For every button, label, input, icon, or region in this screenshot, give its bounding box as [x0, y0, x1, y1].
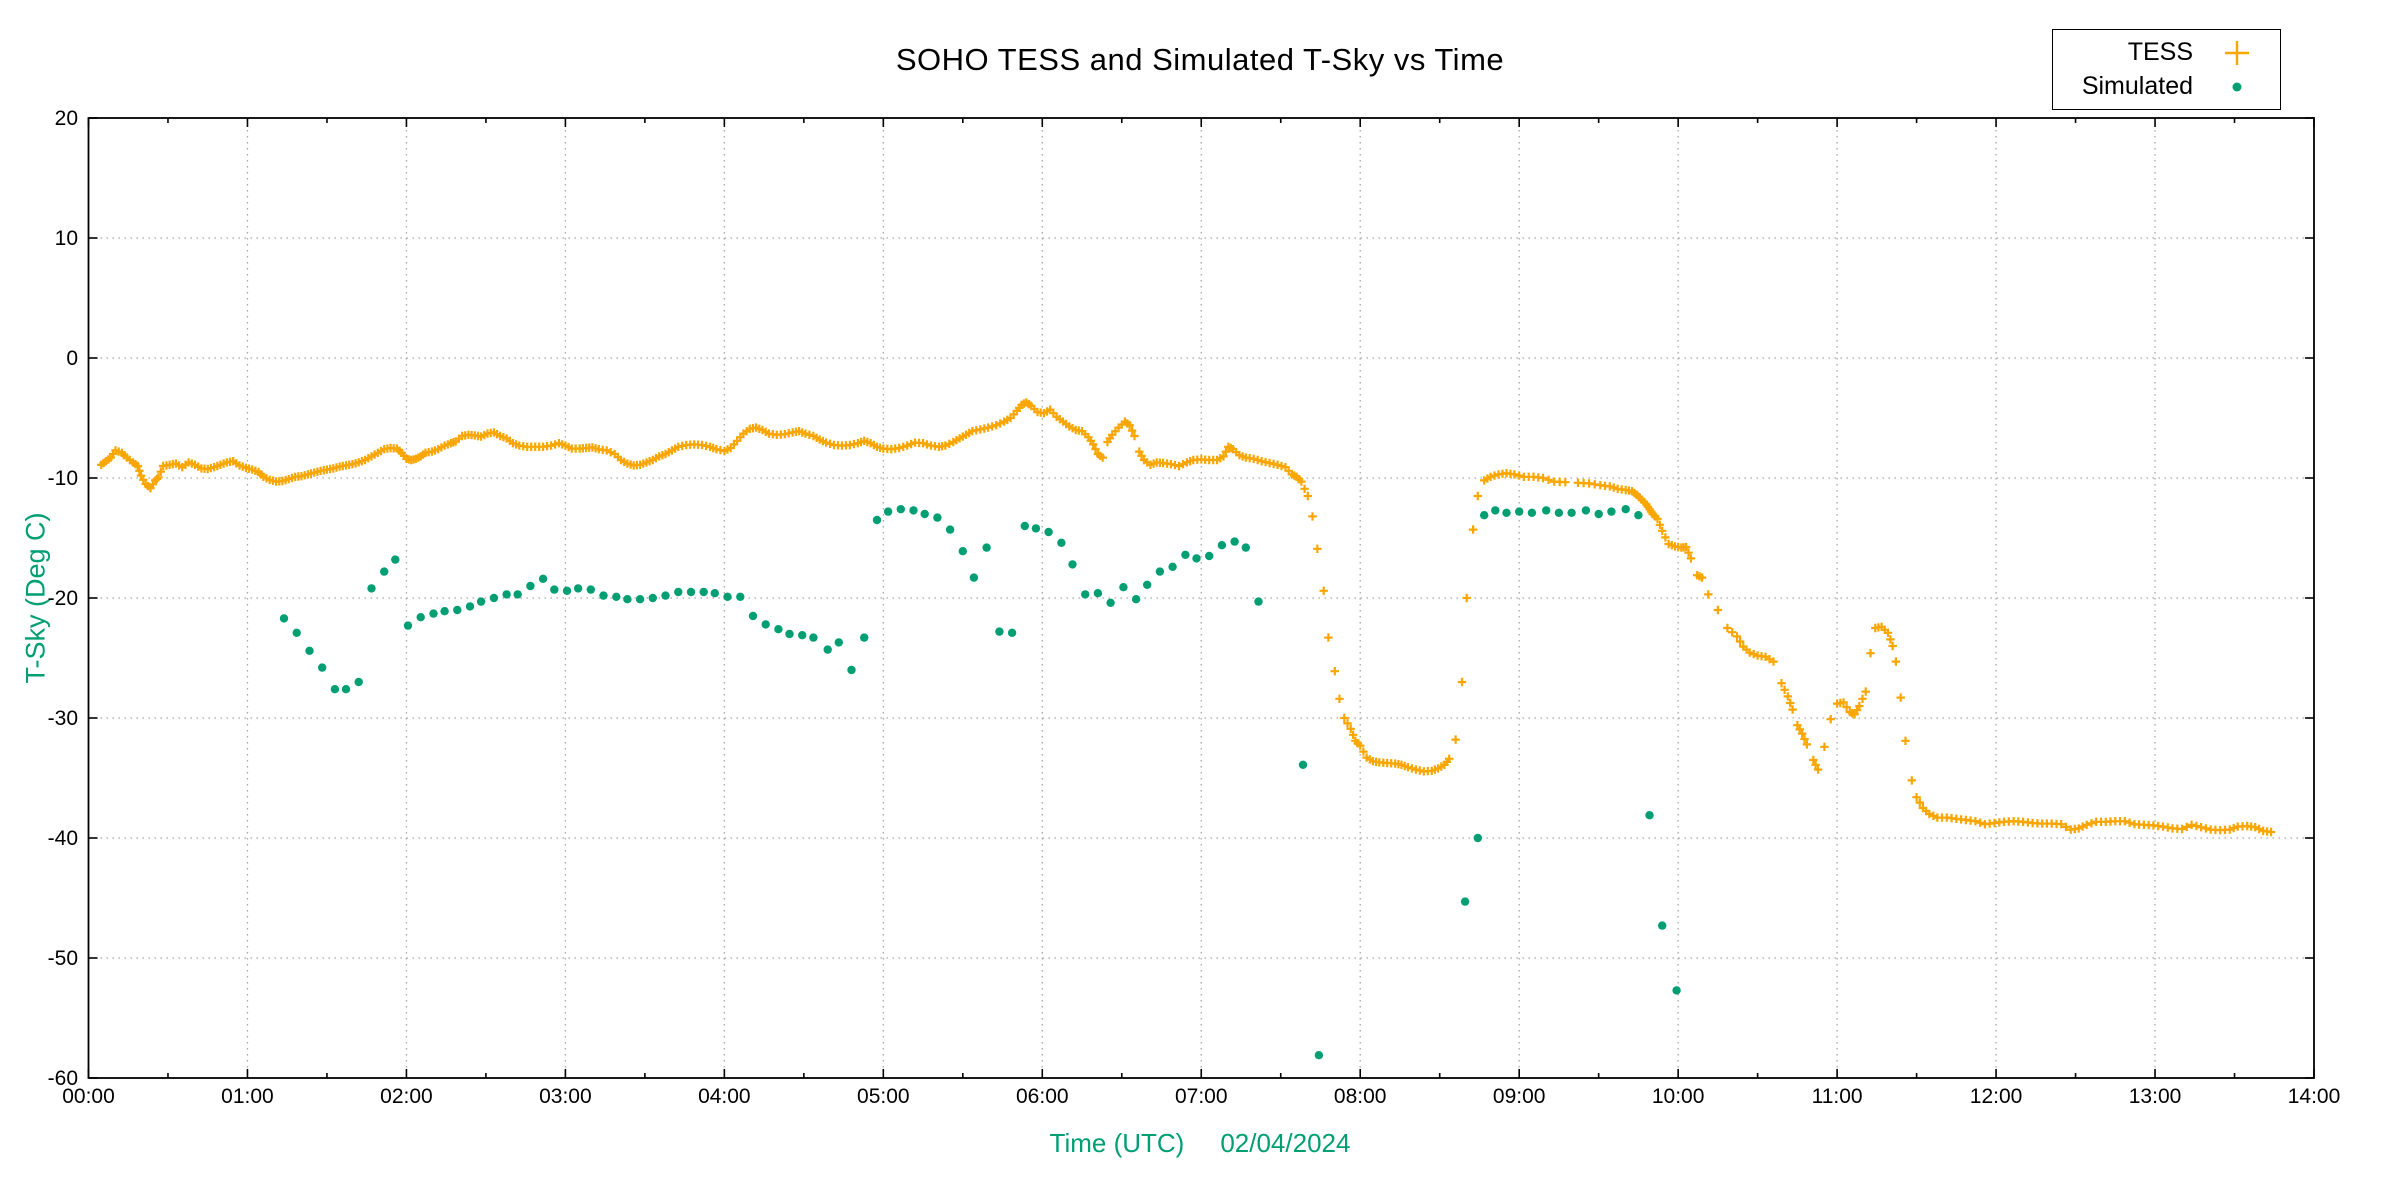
- x-tick-label: 06:00: [1016, 1085, 1069, 1108]
- x-axis-label-text: Time (UTC): [1049, 1128, 1185, 1158]
- legend-box: TESS Simulated: [2052, 29, 2281, 110]
- y-tick-label: -50: [48, 947, 78, 970]
- x-tick-label: 03:00: [539, 1085, 592, 1108]
- y-tick-label: 0: [66, 347, 78, 370]
- y-tick-label: 10: [55, 227, 78, 250]
- x-tick-label: 08:00: [1334, 1085, 1387, 1108]
- y-tick-label: -40: [48, 827, 78, 850]
- x-tick-label: 10:00: [1652, 1085, 1705, 1108]
- x-tick-label: 11:00: [1812, 1085, 1863, 1108]
- x-tick-label: 14:00: [2288, 1085, 2341, 1108]
- y-tick-label: 20: [55, 107, 78, 130]
- y-tick-label: -10: [48, 467, 78, 490]
- tess-series: [97, 398, 2276, 837]
- legend-entry-tess: TESS: [2053, 36, 2280, 70]
- x-tick-label: 09:00: [1493, 1085, 1546, 1108]
- y-tick-label: -30: [48, 707, 78, 730]
- x-tick-label: 00:00: [62, 1085, 115, 1108]
- legend-entry-simulated: Simulated: [2053, 70, 2280, 104]
- simulated-series: [279, 505, 1681, 1060]
- y-tick-label: -20: [48, 587, 78, 610]
- plus-marker-icon: [2193, 40, 2280, 66]
- x-tick-label: 12:00: [1970, 1085, 2023, 1108]
- x-tick-label: 05:00: [857, 1085, 910, 1108]
- x-tick-label: 04:00: [698, 1085, 751, 1108]
- chart-title: SOHO TESS and Simulated T-Sky vs Time: [895, 42, 1505, 77]
- x-tick-label: 13:00: [2129, 1085, 2182, 1108]
- y-tick-label: -60: [48, 1067, 78, 1090]
- x-tick-label: 01:00: [221, 1085, 274, 1108]
- x-tick-labels: 00:00 01:00 02:00 03:00 04:00 05:00 06:00 07:00…: [62, 1085, 2340, 1108]
- y-tick-labels: 20 10 0 -10 -20 -30 -40 -50 -60: [48, 107, 78, 1090]
- axis-ticks: [87, 117, 2315, 1079]
- legend-label-tess: TESS: [2127, 38, 2193, 66]
- x-tick-label: 07:00: [1175, 1085, 1228, 1108]
- grid-lines: [88, 118, 2314, 1078]
- dot-marker-icon: [2193, 74, 2280, 100]
- x-axis-date: 02/04/2024: [1220, 1128, 1351, 1158]
- legend-label-simulated: Simulated: [2081, 72, 2193, 100]
- x-tick-label: 02:00: [380, 1085, 433, 1108]
- x-axis-label: Time (UTC) 02/04/2024: [1050, 1128, 1351, 1159]
